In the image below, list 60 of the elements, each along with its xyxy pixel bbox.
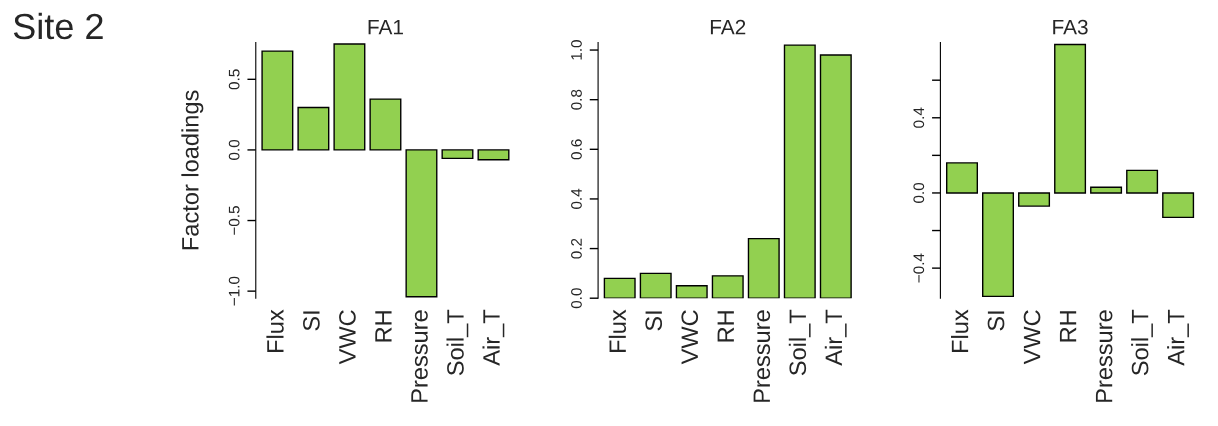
bar <box>1054 43 1087 194</box>
chart-title: FA3 <box>1053 19 1088 35</box>
bar <box>261 50 294 151</box>
bar <box>946 162 979 194</box>
y-tick-label: 0.6 <box>571 139 582 160</box>
text: Site 2 <box>13 12 103 40</box>
bar <box>982 192 1015 298</box>
bar <box>747 237 780 299</box>
chart-title: FA1 <box>368 19 403 35</box>
x-tick-label: VWC <box>681 310 699 365</box>
bar <box>711 275 744 299</box>
y-tick-label: 0.4 <box>913 107 925 128</box>
x-tick-label: RH <box>1059 311 1077 342</box>
y-tick-label: −0.5 <box>228 206 240 235</box>
bar <box>441 149 474 160</box>
y-axis-title: Factor loadings <box>181 90 204 250</box>
y-tick-label: 0.0 <box>228 139 240 160</box>
bar <box>603 277 636 299</box>
x-tick-label: Pressure <box>411 310 428 402</box>
y-tick-label: 0.4 <box>571 188 582 209</box>
y-tick-label: −1.0 <box>228 276 240 306</box>
bar <box>405 149 438 298</box>
x-tick-label: Soil_T <box>1131 309 1153 376</box>
bar <box>1162 192 1195 219</box>
bar <box>639 272 672 299</box>
x-tick-label: Flux <box>608 309 627 352</box>
bar <box>819 54 852 299</box>
x-tick-label: Flux <box>951 309 969 352</box>
y-tick-label: 0.2 <box>571 238 582 259</box>
bar <box>675 285 708 299</box>
x-tick-label: Pressure <box>753 310 771 402</box>
y-tick-label: 1.0 <box>571 40 582 60</box>
x-tick-label: VWC <box>1023 310 1041 365</box>
y-tick-label: 0.8 <box>571 89 582 110</box>
x-tick-label: SI <box>987 311 1005 331</box>
bar <box>783 44 816 299</box>
y-tick-label: −0.4 <box>913 253 925 283</box>
x-tick-label: SI <box>645 311 663 331</box>
bar <box>1126 169 1159 194</box>
y-tick-label: 0.0 <box>571 288 582 309</box>
x-tick-label: Pressure <box>1095 310 1113 402</box>
x-tick-label: Soil_T <box>788 309 811 376</box>
bar <box>1090 186 1123 194</box>
x-tick-label: Flux <box>266 309 284 352</box>
x-tick-label: Soil_T <box>446 309 469 376</box>
y-tick-label: 0.5 <box>228 69 240 90</box>
bar <box>333 43 366 151</box>
x-tick-label: RH <box>717 311 734 342</box>
chart-title: FA2 <box>710 19 746 35</box>
y-tick-label: 0.0 <box>913 182 925 203</box>
x-tick-label: Air_T <box>824 309 847 366</box>
bar <box>297 106 330 151</box>
x-tick-label: Air_T <box>1167 309 1189 366</box>
x-tick-label: SI <box>303 311 320 331</box>
x-tick-label: VWC <box>339 310 356 365</box>
x-tick-label: RH <box>375 311 392 342</box>
x-tick-label: Air_T <box>482 309 505 366</box>
bar <box>369 98 402 151</box>
bar <box>1018 192 1051 207</box>
bar <box>477 149 510 161</box>
